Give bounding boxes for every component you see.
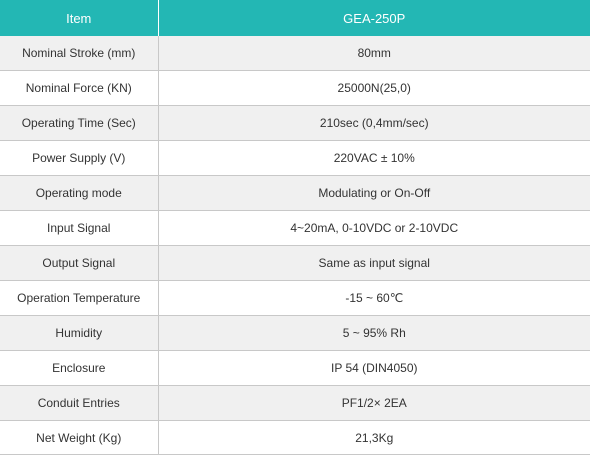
row-value: Same as input signal bbox=[158, 245, 590, 281]
row-label: Enclosure bbox=[0, 350, 159, 386]
table-row: Operating Time (Sec) 210sec (0,4mm/sec) bbox=[0, 105, 590, 141]
table-row: Operation Temperature -15 ~ 60℃ bbox=[0, 280, 590, 316]
header-row: Item GEA-250P bbox=[0, 0, 590, 36]
row-value: 25000N(25,0) bbox=[158, 70, 590, 106]
table-row: Enclosure IP 54 (DIN4050) bbox=[0, 350, 590, 386]
row-value: 21,3Kg bbox=[158, 420, 590, 455]
row-value: -15 ~ 60℃ bbox=[158, 280, 590, 316]
row-label: Humidity bbox=[0, 315, 159, 351]
header-model: GEA-250P bbox=[158, 0, 590, 36]
row-label: Nominal Stroke (mm) bbox=[0, 36, 159, 71]
table-row: Operating mode Modulating or On-Off bbox=[0, 175, 590, 211]
table-row: Output Signal Same as input signal bbox=[0, 245, 590, 281]
row-label: Operating mode bbox=[0, 175, 159, 211]
table-row: Net Weight (Kg) 21,3Kg bbox=[0, 420, 590, 455]
table-row: Nominal Force (KN) 25000N(25,0) bbox=[0, 70, 590, 106]
table-row: Conduit Entries PF1/2× 2EA bbox=[0, 385, 590, 421]
row-value: PF1/2× 2EA bbox=[158, 385, 590, 421]
table-row: Power Supply (V) 220VAC ± 10% bbox=[0, 140, 590, 176]
row-value: 220VAC ± 10% bbox=[158, 140, 590, 176]
row-value: Modulating or On-Off bbox=[158, 175, 590, 211]
row-label: Operating Time (Sec) bbox=[0, 105, 159, 141]
row-label: Conduit Entries bbox=[0, 385, 159, 421]
row-value: 5 ~ 95% Rh bbox=[158, 315, 590, 351]
header-item: Item bbox=[0, 0, 159, 36]
row-value: 4~20mA, 0-10VDC or 2-10VDC bbox=[158, 210, 590, 246]
row-label: Input Signal bbox=[0, 210, 159, 246]
row-label: Net Weight (Kg) bbox=[0, 420, 159, 455]
row-label: Nominal Force (KN) bbox=[0, 70, 159, 106]
row-value: 80mm bbox=[158, 36, 590, 71]
table-header: Item GEA-250P bbox=[0, 0, 590, 36]
row-label: Output Signal bbox=[0, 245, 159, 281]
row-value: IP 54 (DIN4050) bbox=[158, 350, 590, 386]
table-row: Humidity 5 ~ 95% Rh bbox=[0, 315, 590, 351]
row-label: Operation Temperature bbox=[0, 280, 159, 316]
table-row: Nominal Stroke (mm) 80mm bbox=[0, 36, 590, 71]
row-value: 210sec (0,4mm/sec) bbox=[158, 105, 590, 141]
table-body: Nominal Stroke (mm) 80mm Nominal Force (… bbox=[0, 36, 590, 455]
row-label: Power Supply (V) bbox=[0, 140, 159, 176]
table-row: Input Signal 4~20mA, 0-10VDC or 2-10VDC bbox=[0, 210, 590, 246]
